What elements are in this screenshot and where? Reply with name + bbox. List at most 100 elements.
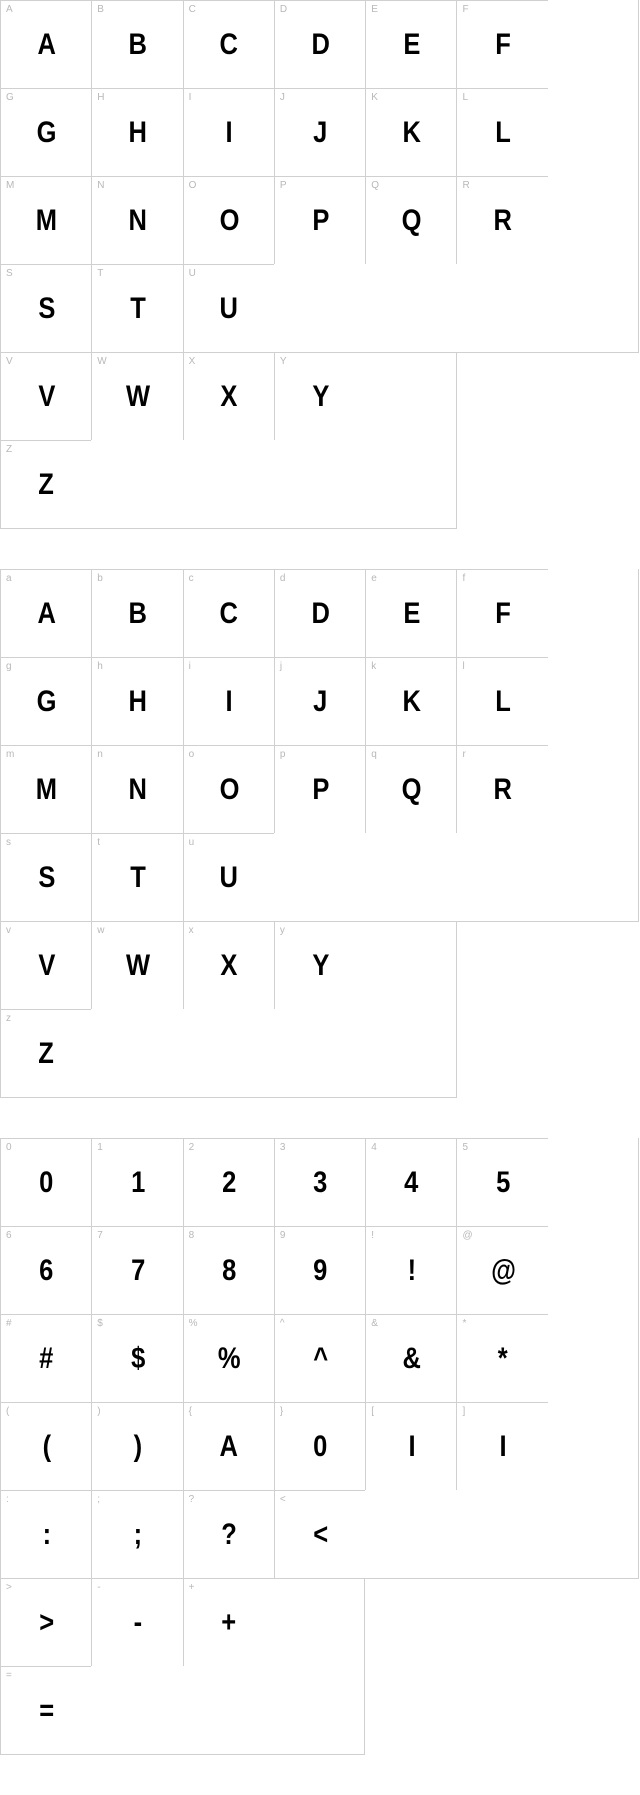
glyph-cell: ?? (183, 1490, 274, 1578)
glyph-cell-label: } (280, 1406, 283, 1417)
glyph: U (220, 861, 238, 895)
glyph-cell: 00 (0, 1138, 91, 1226)
glyph-cell: hH (91, 657, 182, 745)
glyph-chart-uppercase: AABBCCDDEEFFGGHHIIJJKKLLMMNNOOPPQQRRSSTT… (0, 0, 640, 529)
glyph-cell-label: @ (462, 1230, 472, 1241)
glyph: F (495, 597, 510, 631)
glyph-cell: NN (91, 176, 182, 264)
glyph-cell-label: E (371, 4, 378, 15)
glyph-cell-label: X (189, 356, 196, 367)
glyph-cell: $$ (91, 1314, 182, 1402)
glyph-grid-partial: VVWWXXYYZZ (0, 352, 457, 529)
glyph-cell: cC (183, 569, 274, 657)
glyph-cell-label: L (462, 92, 468, 103)
glyph-grid-partial: vVwWxXyYzZ (0, 921, 457, 1098)
glyph: > (39, 1606, 53, 1640)
glyph: O (219, 773, 238, 807)
glyph: I (226, 685, 232, 719)
glyph-cell: pP (274, 745, 365, 833)
glyph-cell-label: y (280, 925, 285, 936)
glyph-cell-label: Z (6, 444, 12, 455)
glyph: U (220, 292, 238, 326)
glyph-cell: >> (0, 1578, 91, 1666)
glyph: V (38, 380, 54, 414)
glyph: G (37, 685, 56, 719)
glyph-cell-label: B (97, 4, 104, 15)
glyph-cell: 99 (274, 1226, 365, 1314)
glyph: Q (402, 773, 421, 807)
glyph-cell-label: C (189, 4, 196, 15)
glyph-cell: xX (183, 921, 274, 1009)
glyph-cell: CC (183, 0, 274, 88)
glyph-cell: %% (183, 1314, 274, 1402)
glyph: T (130, 861, 145, 895)
glyph-grid-partial: >>--++== (0, 1578, 365, 1755)
glyph-cell-label: i (189, 661, 191, 672)
glyph: # (39, 1342, 52, 1376)
glyph: * (498, 1342, 507, 1376)
glyph-cell-label: p (280, 749, 286, 760)
glyph-cell-label: * (462, 1318, 466, 1329)
glyph-cell-label: 9 (280, 1230, 286, 1241)
glyph-cell: gG (0, 657, 91, 745)
glyph-cell-label: z (6, 1013, 11, 1024)
glyph: O (219, 204, 238, 238)
glyph-cell: FF (456, 0, 547, 88)
glyph-cell-label: ) (97, 1406, 100, 1417)
glyph: Z (39, 468, 54, 502)
glyph-cell: 44 (365, 1138, 456, 1226)
glyph-cell-label: V (6, 356, 13, 367)
glyph: A (37, 597, 55, 631)
glyph-cell: XX (183, 352, 274, 440)
glyph: ? (221, 1518, 236, 1552)
glyph: = (39, 1694, 53, 1728)
glyph-cell-label: s (6, 837, 11, 848)
glyph-cell: 77 (91, 1226, 182, 1314)
glyph-cell-label: = (6, 1670, 12, 1681)
glyph-cell: fF (456, 569, 547, 657)
glyph-cell-label: c (189, 573, 194, 584)
glyph-cell: BB (91, 0, 182, 88)
glyph-cell: PP (274, 176, 365, 264)
glyph-cell-label: H (97, 92, 104, 103)
glyph-cell-label: U (189, 268, 196, 279)
glyph-cell-label: 5 (462, 1142, 468, 1153)
glyph-cell: oO (183, 745, 274, 833)
glyph: R (494, 773, 512, 807)
glyph: F (495, 28, 510, 62)
glyph: ) (134, 1430, 142, 1464)
glyph: J (313, 685, 326, 719)
glyph-cell-label: g (6, 661, 12, 672)
glyph-cell-label: 7 (97, 1230, 103, 1241)
glyph-cell: @@ (456, 1226, 547, 1314)
glyph-cell: RR (456, 176, 547, 264)
glyph-cell: LL (456, 88, 547, 176)
glyph: ; (134, 1518, 142, 1552)
glyph-cell-label: % (189, 1318, 198, 1329)
glyph-cell: YY (274, 352, 365, 440)
glyph-cell-label: 8 (189, 1230, 195, 1241)
glyph: B (129, 28, 147, 62)
glyph: D (311, 597, 329, 631)
glyph-cell: QQ (365, 176, 456, 264)
glyph-cell-label: T (97, 268, 103, 279)
glyph-cell-label: Y (280, 356, 287, 367)
glyph-cell: ZZ (0, 440, 91, 528)
glyph-cell-label: u (189, 837, 195, 848)
glyph: - (134, 1606, 142, 1640)
glyph-cell: kK (365, 657, 456, 745)
glyph-cell-label: ! (371, 1230, 374, 1241)
glyph-cell: SS (0, 264, 91, 352)
glyph: B (129, 597, 147, 631)
glyph: I (500, 1430, 506, 1464)
glyph-cell-label: r (462, 749, 465, 760)
glyph-cell: 88 (183, 1226, 274, 1314)
glyph: S (38, 292, 54, 326)
glyph-cell-label: t (97, 837, 100, 848)
glyph: 0 (39, 1166, 52, 1200)
glyph: S (38, 861, 54, 895)
glyph-cell: 66 (0, 1226, 91, 1314)
glyph-cell: 33 (274, 1138, 365, 1226)
glyph-cell: )) (91, 1402, 182, 1490)
glyph-cell: ++ (183, 1578, 274, 1666)
